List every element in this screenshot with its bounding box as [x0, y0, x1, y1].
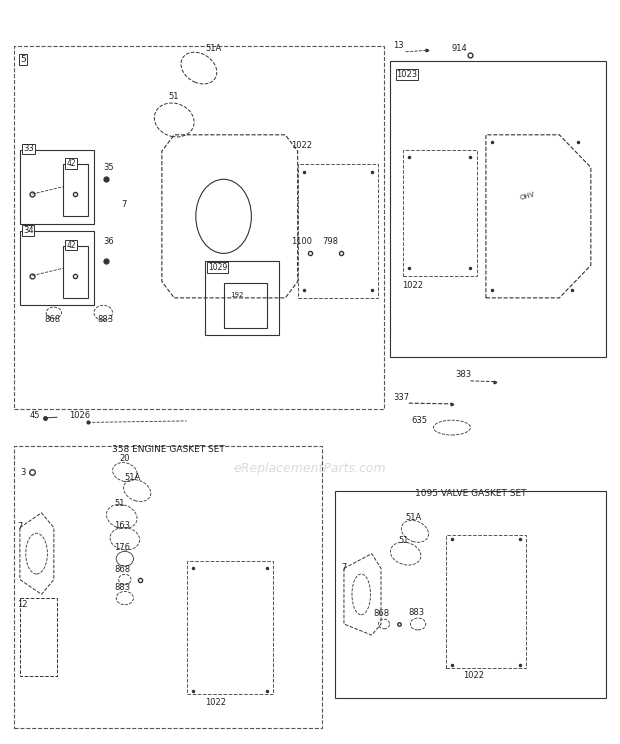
Text: 51: 51 [168, 92, 179, 101]
Text: 635: 635 [412, 417, 428, 426]
Text: 5: 5 [20, 55, 25, 65]
Bar [205, 261, 279, 335]
Text: 35: 35 [104, 163, 114, 172]
Text: eReplacementParts.com: eReplacementParts.com [234, 462, 386, 475]
Text: 45: 45 [29, 411, 40, 420]
Bar [298, 164, 378, 298]
Text: 1022: 1022 [291, 141, 312, 150]
Text: 51A: 51A [125, 472, 141, 481]
Text: 51: 51 [114, 498, 125, 507]
Text: 7: 7 [341, 563, 346, 572]
Text: 883: 883 [409, 608, 425, 617]
Text: 1022: 1022 [205, 698, 226, 707]
Text: OHV: OHV [520, 191, 536, 201]
Text: 337: 337 [393, 393, 409, 402]
Bar [14, 446, 322, 728]
Text: 1095 VALVE GASKET SET: 1095 VALVE GASKET SET [415, 489, 526, 498]
Bar [446, 535, 526, 669]
Text: 3: 3 [20, 467, 25, 477]
Text: 868: 868 [373, 609, 389, 618]
Bar [402, 150, 477, 275]
Text: 42: 42 [66, 159, 76, 168]
Text: 12: 12 [17, 600, 27, 609]
Text: 7: 7 [122, 200, 127, 209]
Text: 51A: 51A [405, 513, 422, 522]
Text: 1022: 1022 [402, 281, 423, 290]
Text: 868: 868 [114, 565, 130, 574]
Text: 20: 20 [120, 454, 130, 464]
Bar [187, 561, 273, 694]
Text: 176: 176 [114, 543, 130, 552]
Text: 798: 798 [322, 237, 339, 246]
Text: 33: 33 [23, 144, 33, 153]
Text: 883: 883 [114, 583, 130, 592]
Text: 1029: 1029 [208, 263, 228, 272]
Text: 42: 42 [66, 241, 76, 250]
Text: 34: 34 [23, 226, 33, 235]
Text: 914: 914 [452, 45, 467, 54]
Bar [14, 46, 384, 409]
Text: 163: 163 [114, 521, 130, 530]
Text: 13: 13 [393, 41, 404, 50]
Bar [390, 61, 606, 357]
Text: 7: 7 [17, 522, 22, 531]
Text: 883: 883 [97, 315, 113, 324]
Text: 868: 868 [45, 315, 61, 324]
Text: 1100: 1100 [291, 237, 312, 246]
Text: 51: 51 [398, 536, 409, 545]
Text: 1023: 1023 [396, 70, 417, 79]
Bar [20, 150, 94, 224]
Text: 192: 192 [230, 292, 243, 298]
Bar [20, 231, 94, 305]
Text: 358 ENGINE GASKET SET: 358 ENGINE GASKET SET [112, 444, 224, 454]
Bar [335, 490, 606, 698]
Text: 1022: 1022 [463, 670, 484, 679]
Text: 1026: 1026 [69, 411, 91, 420]
Bar [63, 246, 88, 298]
Bar [63, 164, 88, 217]
Bar [224, 283, 267, 327]
Text: 36: 36 [104, 237, 114, 246]
Text: 383: 383 [455, 371, 471, 379]
Text: 51A: 51A [205, 45, 221, 54]
